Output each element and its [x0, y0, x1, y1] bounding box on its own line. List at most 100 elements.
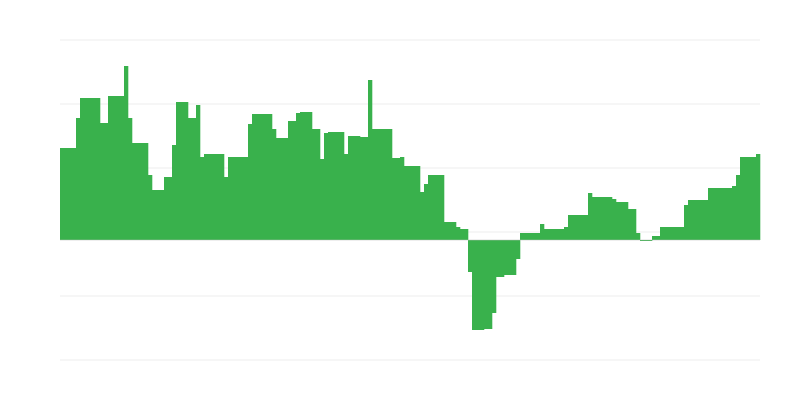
- bar-85: [400, 157, 405, 240]
- bar-94: [436, 175, 441, 240]
- bar-57: [288, 121, 293, 240]
- bar-121: [544, 229, 549, 240]
- bar-128: [572, 215, 577, 240]
- bar-71: [344, 154, 349, 240]
- bar-119: [536, 233, 541, 240]
- bar-31: [184, 102, 189, 240]
- bar-149: [656, 236, 661, 240]
- bar-88: [412, 166, 417, 240]
- bar-132: [588, 193, 593, 240]
- bar-97: [448, 222, 453, 240]
- bar-103: [472, 240, 477, 330]
- bar-117: [528, 233, 533, 240]
- bar-109: [496, 240, 501, 277]
- bar-143: [632, 209, 637, 240]
- bar-151: [664, 227, 669, 240]
- bar-26: [164, 177, 169, 240]
- bar-127: [568, 215, 573, 240]
- bar-20: [140, 143, 145, 240]
- bar-126: [564, 227, 569, 240]
- bar-152: [668, 227, 673, 240]
- bar-164: [716, 188, 721, 240]
- bar-129: [576, 215, 581, 240]
- bar-82: [388, 129, 393, 240]
- bar-168: [732, 186, 737, 240]
- bar-54: [276, 138, 281, 240]
- bar-64: [316, 129, 321, 240]
- bar-80: [380, 129, 385, 240]
- bar-137: [608, 197, 613, 240]
- bar-77: [368, 80, 373, 240]
- bar-23: [152, 190, 157, 240]
- bar-51: [264, 114, 269, 240]
- bar-24: [156, 190, 161, 240]
- bar-122: [548, 229, 553, 240]
- bar-91: [424, 184, 429, 240]
- bar-61: [304, 112, 309, 240]
- bar-14: [116, 96, 121, 240]
- bar-112: [508, 240, 513, 275]
- bar-141: [624, 202, 629, 240]
- bar-76: [364, 137, 369, 240]
- bar-66: [324, 133, 329, 240]
- bar-89: [416, 166, 421, 240]
- bar-113: [512, 240, 517, 275]
- bar-47: [248, 124, 253, 240]
- bar-173: [752, 157, 757, 240]
- bar-67: [328, 132, 333, 240]
- bar-4: [76, 118, 81, 240]
- bar-95: [440, 175, 445, 240]
- bar-99: [456, 227, 461, 240]
- bar-25: [160, 190, 165, 240]
- bar-3: [72, 148, 77, 240]
- bar-96: [444, 222, 449, 240]
- bar-160: [700, 200, 705, 240]
- bar-15: [120, 96, 125, 240]
- bar-40: [220, 154, 225, 240]
- bar-92: [428, 175, 433, 240]
- bar-108: [492, 240, 497, 313]
- bar-5: [80, 98, 85, 240]
- bar-118: [532, 233, 537, 240]
- bar-11: [104, 123, 109, 240]
- bar-161: [704, 200, 709, 240]
- bar-65: [320, 159, 325, 240]
- bar-138: [612, 199, 617, 240]
- bar-34: [196, 105, 201, 240]
- bar-12: [108, 96, 113, 240]
- bar-70: [340, 132, 345, 240]
- bar-123: [552, 229, 557, 240]
- bar-18: [132, 143, 137, 240]
- bar-84: [396, 158, 401, 240]
- bar-142: [628, 209, 633, 240]
- bar-170: [740, 157, 745, 240]
- bar-42: [228, 157, 233, 240]
- bar-120: [540, 224, 545, 240]
- bar-156: [684, 205, 689, 240]
- bar-59: [296, 113, 301, 240]
- bar-41: [224, 177, 229, 240]
- bar-8: [92, 98, 97, 240]
- bar-124: [556, 229, 561, 240]
- bar-165: [720, 188, 725, 240]
- bar-69: [336, 132, 341, 240]
- bar-0: [60, 148, 65, 240]
- bar-21: [144, 143, 149, 240]
- bar-74: [356, 136, 361, 240]
- bar-134: [596, 197, 601, 240]
- bars: [60, 66, 761, 330]
- bar-162: [708, 188, 713, 240]
- bar-98: [452, 222, 457, 240]
- bar-58: [292, 121, 297, 240]
- bar-49: [256, 114, 261, 240]
- bar-2: [68, 148, 73, 240]
- bar-140: [620, 202, 625, 240]
- bar-87: [408, 166, 413, 240]
- bar-133: [592, 197, 597, 240]
- bar-28: [172, 145, 177, 240]
- bar-115: [520, 233, 525, 240]
- bar-114: [516, 240, 521, 259]
- bar-150: [660, 227, 665, 240]
- bar-116: [524, 233, 529, 240]
- bar-146: [644, 240, 649, 241]
